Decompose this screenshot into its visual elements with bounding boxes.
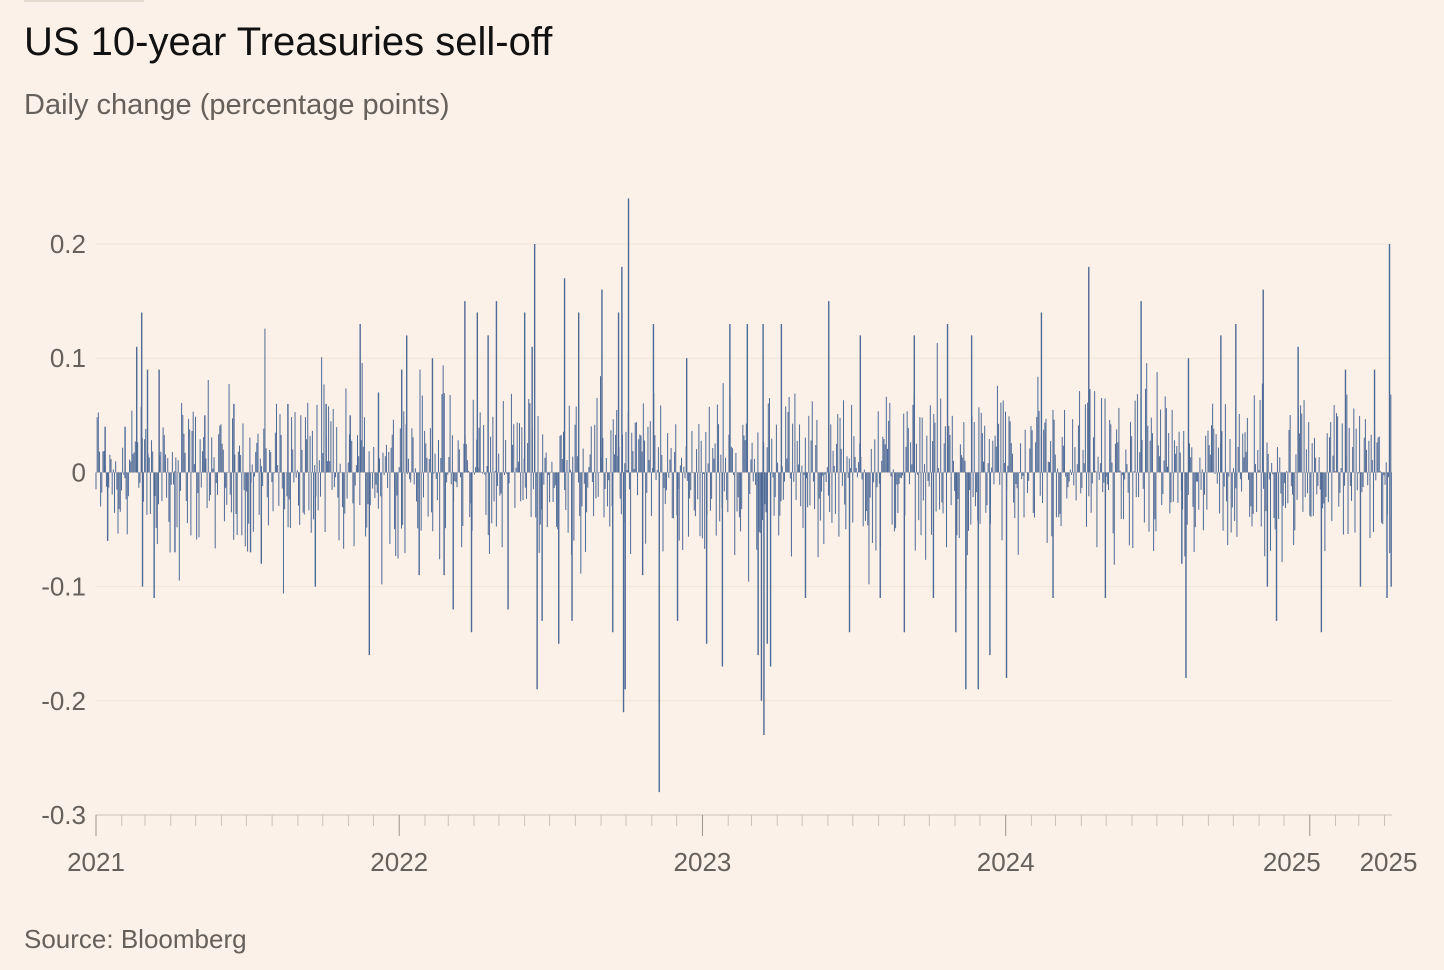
y-tick-label: -0.1 [41, 572, 86, 602]
tick-labels: 0.2 0.1 0 -0.1 -0.2 -0.3 2021 2022 2023 2024 2025 2… [41, 229, 1417, 877]
bar-chart: 0.2 0.1 0 -0.1 -0.2 -0.3 2021 2022 2023 2024 2025 2… [41, 198, 1417, 877]
x-tick-label: 2024 [977, 847, 1035, 877]
y-tick-label: 0 [72, 457, 86, 487]
bars [95, 198, 1392, 793]
top-rule [24, 0, 144, 2]
x-tick-label: 2025 [1360, 847, 1418, 877]
y-tick-label: 0.1 [50, 343, 86, 373]
gridlines [96, 243, 1392, 816]
source-note: Source: Bloomberg [24, 924, 247, 954]
y-tick-label: 0.2 [50, 229, 86, 259]
x-tick-label: 2023 [674, 847, 732, 877]
chart-subtitle: Daily change (percentage points) [24, 89, 450, 121]
chart-title: US 10-year Treasuries sell-off [24, 20, 553, 64]
y-tick-label: -0.2 [41, 686, 86, 716]
x-axis [95, 814, 1392, 836]
x-tick-label: 2025 [1263, 847, 1321, 877]
y-tick-label: -0.3 [41, 800, 86, 830]
x-tick-label: 2022 [370, 847, 428, 877]
x-tick-label: 2021 [67, 847, 125, 877]
